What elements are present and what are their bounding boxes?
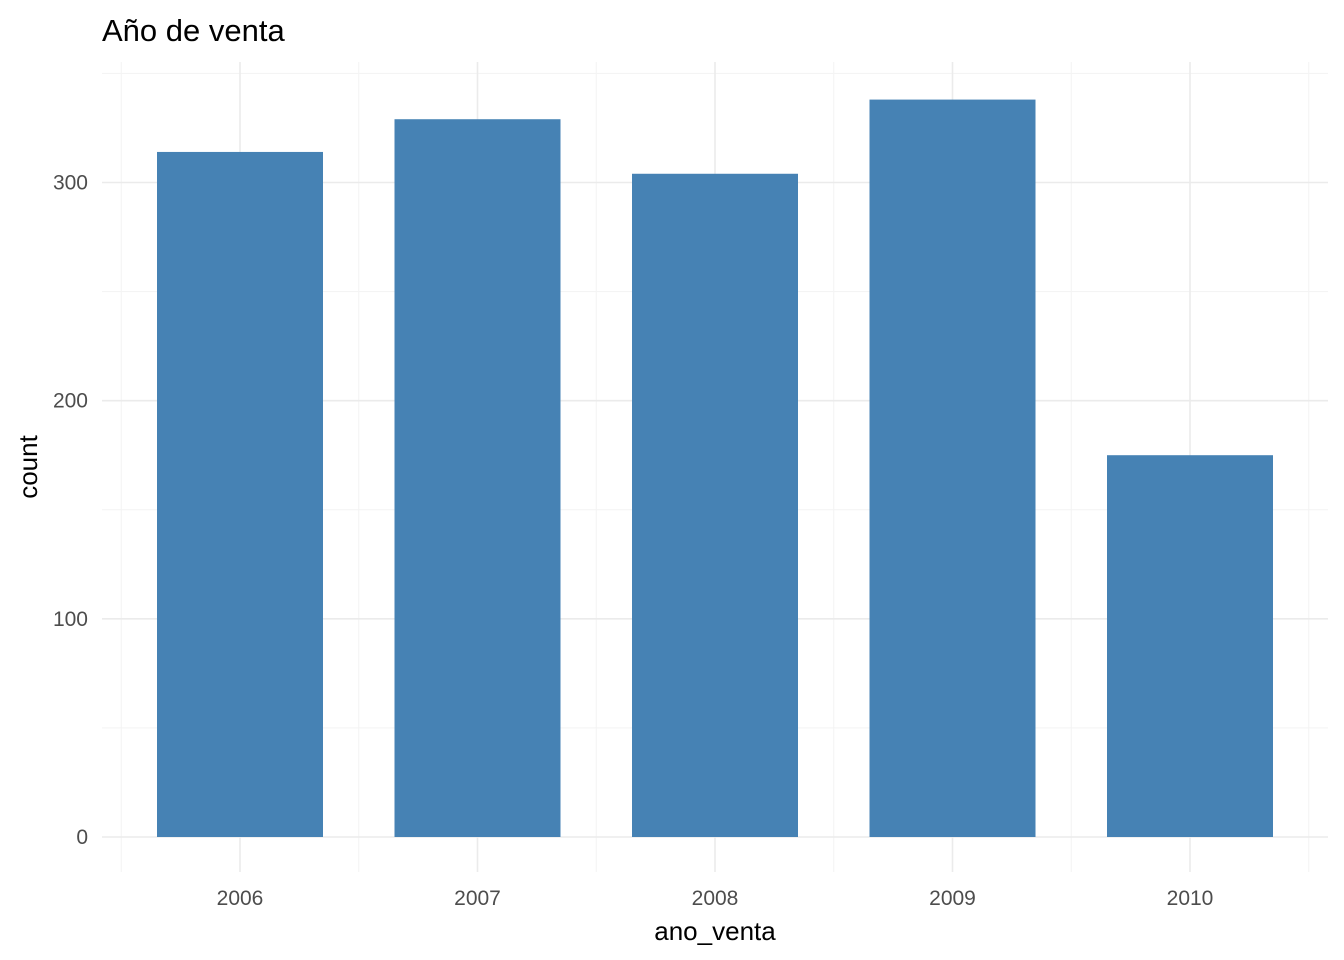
chart-title: Año de venta (102, 13, 285, 48)
x-tick-label: 2007 (454, 887, 501, 910)
y-tick-labels: 0 100 200 300 (53, 171, 88, 849)
x-tick-label: 2009 (929, 887, 976, 910)
bar-2008 (632, 173, 798, 838)
y-tick-label: 300 (53, 171, 88, 194)
bar-2010 (1107, 455, 1273, 837)
x-tick-label: 2006 (217, 887, 264, 910)
bar-2006 (157, 151, 323, 838)
x-axis-title: ano_venta (654, 916, 776, 946)
y-tick-label: 200 (53, 390, 88, 413)
y-tick-label: 0 (76, 826, 88, 849)
bar-2009 (869, 99, 1036, 838)
x-tick-label: 2010 (1167, 887, 1214, 910)
bars (157, 99, 1273, 838)
x-tick-label: 2008 (692, 887, 739, 910)
x-tick-labels: 2006 2007 2008 2009 2010 (217, 887, 1214, 910)
y-tick-label: 100 (53, 608, 88, 631)
y-axis-title: count (13, 434, 43, 498)
bar-2007 (394, 119, 561, 837)
